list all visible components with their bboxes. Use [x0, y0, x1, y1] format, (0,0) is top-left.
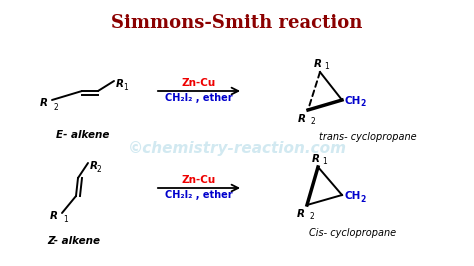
Text: R: R [116, 79, 124, 89]
Text: 2: 2 [97, 165, 102, 174]
Text: R: R [90, 161, 98, 171]
Text: R: R [298, 114, 306, 124]
Text: CH: CH [345, 191, 361, 201]
Text: R: R [50, 211, 58, 221]
Text: CH₂I₂ , ether: CH₂I₂ , ether [165, 93, 233, 103]
Text: Zn-Cu: Zn-Cu [182, 175, 216, 185]
Text: 1: 1 [63, 215, 68, 224]
Text: Z- alkene: Z- alkene [47, 236, 100, 246]
Text: E- alkene: E- alkene [56, 130, 109, 140]
Text: 1: 1 [123, 83, 128, 92]
Text: R: R [314, 59, 322, 69]
Text: CH₂I₂ , ether: CH₂I₂ , ether [165, 190, 233, 200]
Text: 1: 1 [322, 157, 327, 166]
Text: Zn-Cu: Zn-Cu [182, 78, 216, 88]
Text: R: R [297, 209, 305, 219]
Text: Cis- cyclopropane: Cis- cyclopropane [309, 228, 396, 238]
Text: 2: 2 [360, 99, 365, 109]
Text: 2: 2 [54, 103, 59, 112]
Text: ©chemistry-reaction.com: ©chemistry-reaction.com [128, 140, 346, 156]
Text: 2: 2 [310, 212, 315, 221]
Text: 2: 2 [360, 194, 365, 203]
Text: R: R [312, 154, 320, 164]
Text: R: R [40, 98, 48, 108]
Text: Simmons-Smith reaction: Simmons-Smith reaction [111, 14, 363, 32]
Text: 1: 1 [324, 62, 329, 71]
Text: trans- cyclopropane: trans- cyclopropane [319, 132, 417, 142]
Text: 2: 2 [311, 117, 316, 126]
Text: CH: CH [345, 96, 361, 106]
